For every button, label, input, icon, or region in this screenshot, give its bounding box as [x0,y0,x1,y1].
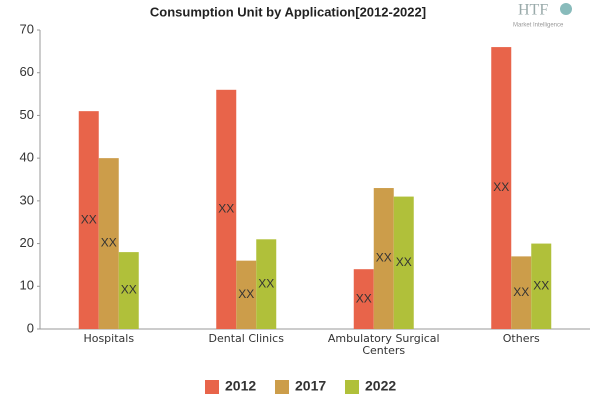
x-tick-label-box: Dental Clinics [208,333,284,345]
bar [256,239,277,329]
bar [511,256,532,329]
value-label: XX [121,283,137,297]
bar [236,260,257,329]
y-tick-label: 50 [20,107,34,122]
legend-swatch [275,380,289,394]
x-tick-label-box: Hospitals [83,333,135,345]
value-label: XX [533,278,549,292]
value-label: XX [356,291,372,305]
y-tick-label: 40 [20,150,34,165]
x-tick-label: Dental Clinics [208,333,284,345]
x-tick-label-box: Others [502,333,540,345]
bar [353,269,374,329]
x-tick-label: Ambulatory Surgical Centers [327,333,440,357]
x-tick-label: Others [502,333,540,345]
y-tick-label: 70 [20,21,34,36]
bar [98,158,119,329]
value-label: XX [101,236,117,250]
y-tick-label: 20 [20,235,34,250]
legend-label: 2022 [365,378,396,394]
legend-label: 2017 [295,378,326,394]
legend-label: 2012 [225,378,256,394]
chart-title: Consumption Unit by Application[2012-202… [150,4,426,19]
legend-swatch [205,380,219,394]
bar [216,89,237,329]
y-tick-label: 60 [20,64,34,79]
bar [393,196,414,329]
bar [78,111,99,330]
y-tick-label: 10 [20,278,34,293]
value-label: XX [376,251,392,265]
legend-swatch [345,380,359,394]
y-tick-label: 0 [27,320,34,335]
x-tick-label-box: Ambulatory Surgical Centers [327,333,440,357]
bar [373,188,394,329]
value-label: XX [81,212,97,226]
bar [118,252,139,329]
value-label: XX [218,202,234,216]
x-tick-label: Hospitals [83,333,135,345]
value-label: XX [396,255,412,269]
bar [491,47,512,329]
value-label: XX [238,287,254,301]
logo-name: HTF [518,2,548,19]
y-tick-label: 30 [20,192,34,207]
bar [531,243,552,329]
logo-icon [560,3,572,15]
value-label: XX [513,285,529,299]
value-label: XX [493,180,509,194]
logo-tagline: Market Intelligence [513,23,564,29]
value-label: XX [258,276,274,290]
